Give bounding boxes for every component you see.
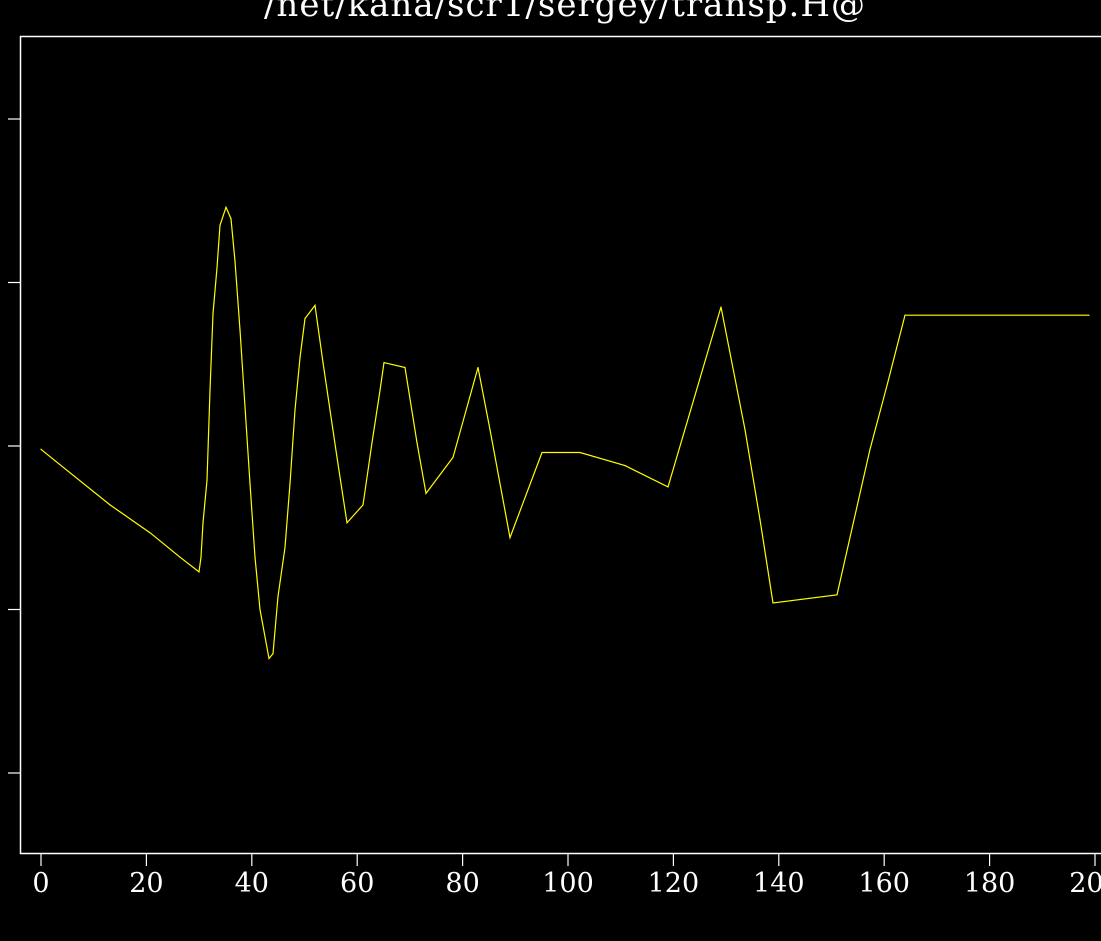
data-point — [886, 384, 888, 387]
data-point — [624, 465, 626, 467]
data-point — [202, 522, 204, 524]
data-point — [200, 556, 202, 558]
data-point — [149, 532, 151, 534]
data-point — [272, 653, 274, 655]
data-point — [294, 409, 296, 411]
data-point — [244, 406, 246, 408]
x-tick-label: 160 — [858, 868, 910, 899]
x-tick-label: 40 — [235, 868, 269, 899]
data-point — [720, 306, 722, 308]
data-point — [489, 429, 491, 431]
data-point — [314, 304, 316, 306]
x-tick-label: 0 — [32, 868, 49, 899]
data-point — [179, 556, 181, 558]
data-point — [322, 362, 324, 364]
data-point — [230, 218, 232, 220]
data-point — [206, 479, 208, 481]
x-tick-label: 140 — [753, 868, 805, 899]
x-tick-label: 80 — [445, 868, 479, 899]
data-point — [759, 518, 761, 521]
data-point — [362, 504, 364, 506]
x-tick-label: 180 — [964, 868, 1016, 899]
data-point — [219, 224, 221, 226]
data-point — [212, 312, 214, 315]
data-point — [904, 314, 906, 316]
data-point — [304, 317, 306, 320]
data-point — [216, 267, 218, 269]
data-point — [234, 260, 236, 262]
data-point — [667, 486, 669, 488]
data-point — [346, 522, 348, 524]
data-point — [249, 483, 251, 485]
data-point — [371, 442, 373, 444]
data-point — [336, 456, 338, 459]
data-point — [299, 357, 301, 359]
data-point — [289, 483, 291, 485]
series-line — [40, 205, 1089, 660]
data-point — [772, 602, 774, 604]
data-point — [541, 451, 543, 454]
data-point — [379, 389, 381, 392]
data-point — [869, 448, 871, 450]
data-point — [209, 389, 211, 392]
chart-title: /net/kana/scr1/sergey/transp.H@ — [264, 0, 866, 25]
data-point — [40, 448, 42, 450]
x-tick-label: 200 — [1069, 868, 1101, 899]
x-axis: 0 20 40 60 80 100 120 140 160 180 200 — [32, 854, 1101, 899]
data-point — [509, 536, 511, 539]
x-tick-label: 120 — [648, 868, 700, 899]
data-point — [277, 595, 279, 598]
data-point — [268, 657, 270, 660]
x-tick-label: 100 — [542, 868, 594, 899]
data-point — [239, 329, 241, 331]
data-point — [54, 460, 56, 462]
data-point — [744, 429, 746, 431]
plot-frame — [19, 35, 1101, 855]
data-point — [579, 451, 581, 454]
data-point — [198, 571, 200, 573]
data-point — [452, 456, 454, 459]
data-point — [404, 366, 406, 369]
data-point — [1088, 314, 1090, 316]
x-tick-label: 60 — [340, 868, 374, 899]
data-point — [225, 206, 227, 208]
data-point — [383, 362, 385, 364]
data-point — [694, 394, 696, 396]
data-point — [254, 556, 256, 558]
data-point — [109, 504, 111, 506]
data-point — [477, 366, 479, 369]
data-point — [425, 492, 427, 495]
data-point — [259, 608, 261, 611]
data-point — [416, 442, 418, 444]
x-tick-label: 20 — [129, 868, 163, 899]
y-axis — [8, 118, 20, 774]
series-group — [40, 205, 1090, 660]
data-point — [284, 546, 286, 548]
data-point — [836, 594, 838, 596]
